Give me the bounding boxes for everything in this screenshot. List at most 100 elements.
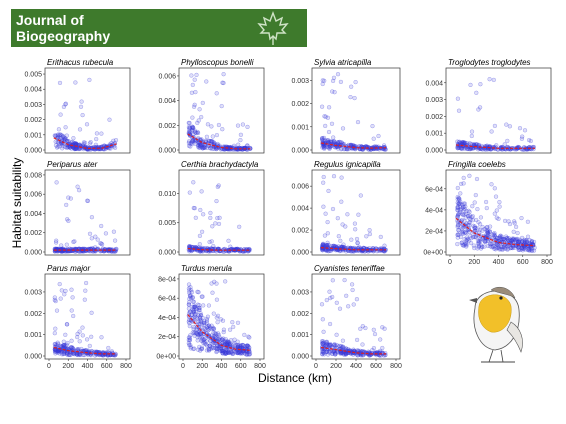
- data-point: [60, 146, 65, 151]
- x-tick-label: 800: [390, 363, 402, 370]
- data-point: [197, 303, 202, 308]
- data-point: [75, 184, 80, 189]
- x-tick-label: 0: [181, 363, 185, 370]
- data-point: [99, 131, 104, 136]
- data-point: [323, 114, 328, 119]
- data-point: [492, 123, 498, 129]
- x-axis-label: Distance (km): [257, 371, 332, 385]
- data-point: [476, 107, 481, 112]
- y-tick-label: 0.004: [24, 211, 42, 218]
- data-point: [513, 224, 519, 230]
- data-point: [220, 80, 225, 85]
- data-point: [186, 143, 192, 149]
- data-point: [229, 350, 235, 356]
- data-point: [197, 107, 202, 112]
- x-tick-label: 800: [541, 259, 553, 266]
- data-point: [55, 133, 60, 138]
- data-point: [111, 144, 117, 149]
- y-tick-label: 0.003: [291, 78, 309, 85]
- x-tick-label: 400: [350, 363, 362, 370]
- data-point: [331, 135, 336, 140]
- data-point: [199, 318, 204, 323]
- data-point: [517, 126, 523, 131]
- data-point: [72, 146, 77, 152]
- data-point: [324, 349, 329, 354]
- data-point: [330, 206, 336, 212]
- data-point: [469, 214, 474, 220]
- data-point: [190, 125, 195, 131]
- data-point: [221, 80, 226, 86]
- y-tick-label: 0e+00: [156, 354, 176, 361]
- data-point: [55, 139, 60, 144]
- data-point: [80, 325, 85, 330]
- data-point: [210, 139, 215, 144]
- y-tick-label: 8e-04: [158, 276, 176, 283]
- data-point: [192, 206, 197, 211]
- data-point: [89, 215, 95, 220]
- data-point: [56, 132, 61, 137]
- data-point: [500, 237, 505, 242]
- data-point: [54, 180, 59, 185]
- data-point: [88, 140, 93, 145]
- data-point: [238, 137, 243, 143]
- x-tick-label: 600: [101, 363, 113, 370]
- data-point: [494, 241, 499, 246]
- data-point: [350, 287, 355, 293]
- data-point: [212, 146, 217, 151]
- data-point: [199, 346, 205, 352]
- y-tick-label: 0.002: [24, 117, 42, 124]
- data-point: [340, 338, 346, 343]
- data-point: [351, 302, 356, 307]
- data-point: [194, 72, 199, 78]
- data-point: [62, 292, 67, 297]
- data-point: [455, 185, 460, 191]
- data-point: [321, 180, 326, 185]
- panel-cyanistes-teneriffae: Cyanistes teneriffae 0.000 0.001 0.002 0.003…: [291, 264, 401, 370]
- data-point: [336, 234, 341, 239]
- y-tick-label: 0.004: [24, 87, 42, 94]
- data-point: [201, 303, 206, 308]
- data-point: [57, 133, 62, 138]
- y-tick-label: 0.008: [24, 172, 42, 179]
- data-point: [323, 123, 328, 129]
- data-point: [62, 136, 67, 141]
- data-point: [472, 245, 477, 251]
- data-point: [206, 138, 211, 143]
- panel-title: Turdus merula: [181, 264, 233, 273]
- data-point: [186, 127, 192, 132]
- panel-erithacus-rubecula: Erithacus rubecula 0.000 0.001 0.002 0.003 0.…: [24, 58, 131, 155]
- data-point: [72, 146, 78, 152]
- data-point: [358, 326, 363, 331]
- x-tick-label: 400: [493, 259, 505, 266]
- data-point: [467, 209, 472, 215]
- y-tick-label: 0.000: [158, 148, 176, 155]
- data-point: [214, 315, 219, 320]
- data-point: [322, 233, 328, 238]
- data-point: [99, 335, 104, 340]
- data-point: [64, 322, 70, 327]
- data-point: [474, 90, 479, 95]
- data-point: [63, 137, 68, 143]
- panel-turdus-merula: Turdus merula 0e+00 2e-04 4e-04 6e-04 8e-04 0 2…: [156, 264, 266, 370]
- data-point: [339, 140, 344, 145]
- data-point: [191, 104, 197, 109]
- data-point: [190, 124, 195, 129]
- data-point: [353, 79, 358, 85]
- data-point: [231, 324, 236, 330]
- data-point: [58, 135, 63, 141]
- data-point: [475, 206, 480, 212]
- data-point: [485, 243, 491, 249]
- data-point: [225, 340, 230, 346]
- data-point: [354, 337, 360, 343]
- data-point: [63, 101, 68, 106]
- panel-frame: [178, 67, 265, 154]
- data-point: [531, 239, 537, 245]
- data-point: [357, 245, 362, 250]
- data-point: [60, 143, 65, 149]
- y-tick-label: 0.002: [425, 114, 443, 121]
- data-point: [204, 134, 210, 139]
- data-point: [367, 231, 373, 237]
- data-point: [235, 344, 241, 349]
- y-tick-label: 0.000: [425, 148, 443, 155]
- x-tick-label: 0: [47, 363, 51, 370]
